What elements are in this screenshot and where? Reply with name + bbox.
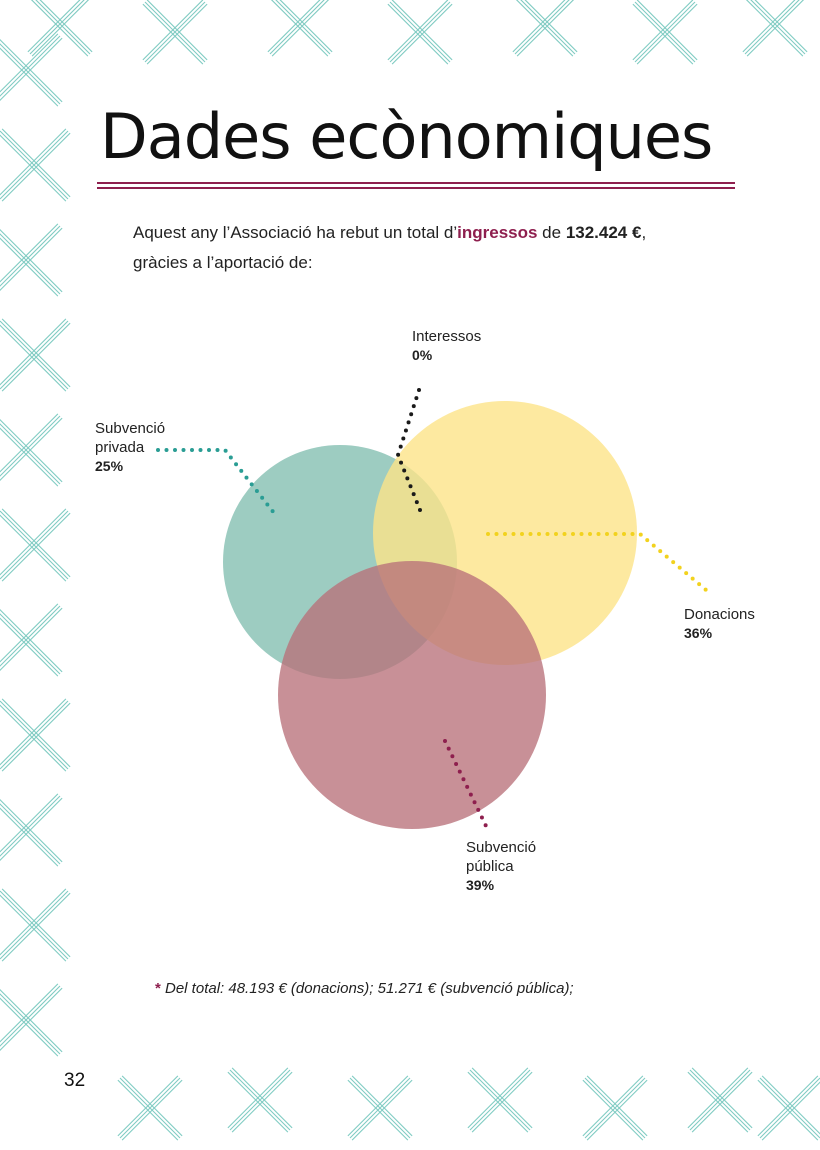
label-donacions: Donacions 36% [684, 605, 755, 643]
label-privada-percent: 25% [95, 457, 165, 476]
label-publica-name-2: pública [466, 858, 514, 875]
label-interessos-name: Interessos [412, 328, 481, 345]
label-publica-percent: 39% [466, 876, 536, 895]
footnote-text: Del total: 48.193 € (donacions); 51.271 … [161, 980, 574, 997]
label-publica-name-1: Subvenció [466, 839, 536, 856]
footnote: * Del total: 48.193 € (donacions); 51.27… [155, 980, 574, 997]
label-subvencio-publica: Subvenció pública 39% [466, 838, 536, 895]
circle-subvencio-publica [278, 561, 546, 829]
label-interessos: Interessos 0% [412, 327, 481, 365]
label-privada-name-1: Subvenció [95, 420, 165, 437]
label-privada-name-2: privada [95, 439, 144, 456]
label-subvencio-privada: Subvenció privada 25% [95, 419, 165, 476]
label-donacions-percent: 36% [684, 624, 755, 643]
label-interessos-percent: 0% [412, 346, 481, 365]
label-donacions-name: Donacions [684, 606, 755, 623]
page-number: 32 [64, 1070, 85, 1092]
